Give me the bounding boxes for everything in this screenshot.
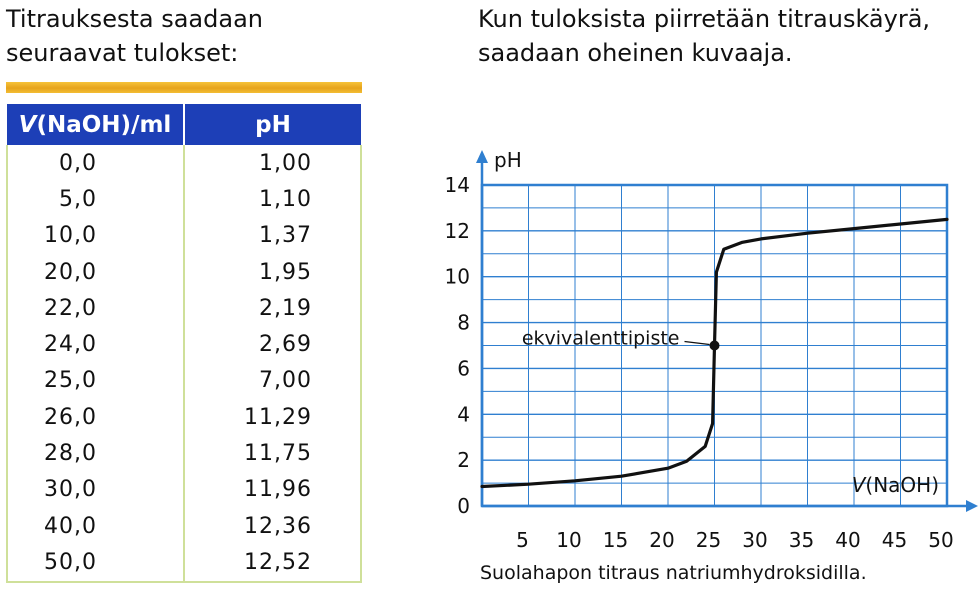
volume-cell: 20,0 xyxy=(6,253,185,291)
volume-cell: 24,0 xyxy=(6,326,185,363)
ph-cell: 1,37 xyxy=(183,217,362,254)
table-row: 24,0 2,69 xyxy=(6,326,362,363)
volume-header-unit: (NaOH)/ml xyxy=(36,111,172,138)
table-row: 40,0 12,36 xyxy=(6,507,362,545)
ph-cell: 1,95 xyxy=(183,253,362,291)
x-tick-label: 10 xyxy=(556,528,581,550)
y-tick-label: 0 xyxy=(457,494,470,518)
volume-cell: 25,0 xyxy=(6,362,185,400)
y-axis-arrow-icon xyxy=(476,150,488,163)
x-tick-label: 20 xyxy=(649,528,674,550)
ph-cell: 11,96 xyxy=(183,471,362,508)
equivalence-point-marker xyxy=(709,340,720,351)
ph-cell: 12,36 xyxy=(183,507,362,545)
volume-header-symbol: V xyxy=(18,111,37,138)
x-axis-label: V(NaOH) xyxy=(852,473,939,497)
y-axis-label: pH xyxy=(494,148,522,172)
x-tick-label: 45 xyxy=(882,528,907,550)
table-row: 30,0 11,96 xyxy=(6,471,362,508)
x-tick-label: 35 xyxy=(789,528,814,550)
volume-cell: 22,0 xyxy=(6,290,185,327)
x-tick-label: 5 xyxy=(516,528,529,550)
ph-cell: 12,52 xyxy=(183,544,362,583)
volume-cell: 30,0 xyxy=(6,471,185,508)
left-intro-text: Titrauksesta saadaan seuraavat tulokset: xyxy=(6,2,346,70)
ph-cell: 2,19 xyxy=(183,290,362,327)
volume-cell: 40,0 xyxy=(6,507,185,545)
table-row: 5,0 1,10 xyxy=(6,181,362,218)
x-tick-label: 30 xyxy=(742,528,767,550)
ph-cell: 1,10 xyxy=(183,181,362,218)
x-axis-label-unit: (NaOH) xyxy=(865,473,939,497)
right-intro-line1: Kun tuloksista piirretään titrauskäyrä, xyxy=(478,5,931,33)
y-tick-label: 14 xyxy=(445,173,470,197)
equivalence-point-label: ekvivalenttipiste xyxy=(522,328,680,350)
table-row: 0,0 1,00 xyxy=(6,145,362,182)
x-axis-label-symbol: V xyxy=(852,473,867,497)
ph-cell: 7,00 xyxy=(183,362,362,400)
table-row: 50,0 12,52 xyxy=(6,544,362,583)
volume-cell: 50,0 xyxy=(6,544,185,583)
titration-results-table: V(NaOH)/ml pH 0,0 1,00 5,0 1,10 10,0 1,37 20,0… xyxy=(6,104,362,583)
table-row: 25,0 7,00 xyxy=(6,362,362,400)
ph-column-header: pH xyxy=(184,104,361,145)
volume-column-header: V(NaOH)/ml xyxy=(7,104,185,145)
y-tick-label: 4 xyxy=(457,402,470,426)
table-body: 0,0 1,00 5,0 1,10 10,0 1,37 20,0 1,95 22,0 2,19 24… xyxy=(6,145,362,583)
table-row: 28,0 11,75 xyxy=(6,435,362,472)
table-header-row: V(NaOH)/ml pH xyxy=(7,104,361,145)
table-row: 22,0 2,19 xyxy=(6,290,362,327)
left-intro-line2: seuraavat tulokset: xyxy=(6,39,239,67)
volume-cell: 28,0 xyxy=(6,435,185,472)
x-tick-label: 25 xyxy=(696,528,721,550)
chart-tick-labels: 0 2 4 6 8 10 12 14 5 10 15 20 25 30 35 40 45 50 pH V(NaOH) xyxy=(445,148,954,550)
chart-axes xyxy=(476,150,978,512)
y-tick-label: 8 xyxy=(457,311,470,335)
volume-cell: 26,0 xyxy=(6,399,185,436)
right-intro-text: Kun tuloksista piirretään titrauskäyrä, … xyxy=(478,2,973,70)
x-axis-arrow-icon xyxy=(966,500,978,512)
ph-cell: 1,00 xyxy=(183,145,362,182)
y-tick-label: 2 xyxy=(457,448,470,472)
table-row: 20,0 1,95 xyxy=(6,253,362,291)
table-row: 10,0 1,37 xyxy=(6,217,362,254)
right-intro-line2: saadaan oheinen kuvaaja. xyxy=(478,39,793,67)
annotation-leader-line xyxy=(684,340,710,346)
chart-annotations: ekvivalenttipiste xyxy=(522,328,720,351)
x-tick-label: 40 xyxy=(835,528,860,550)
left-intro-line1: Titrauksesta saadaan xyxy=(6,5,263,33)
y-tick-label: 6 xyxy=(457,356,470,380)
volume-cell: 0,0 xyxy=(6,145,185,182)
x-tick-label: 15 xyxy=(603,528,628,550)
ph-cell: 11,75 xyxy=(183,435,362,472)
y-tick-label: 10 xyxy=(445,265,470,289)
ph-cell: 2,69 xyxy=(183,326,362,363)
volume-cell: 5,0 xyxy=(6,181,185,218)
volume-cell: 10,0 xyxy=(6,217,185,254)
x-tick-label: 50 xyxy=(928,528,953,550)
chart-caption: Suolahapon titraus natriumhydroksidilla. xyxy=(480,562,867,584)
ph-cell: 11,29 xyxy=(183,399,362,436)
decorative-highlight-bar xyxy=(6,82,362,93)
table-row: 26,0 11,29 xyxy=(6,399,362,436)
y-tick-label: 12 xyxy=(445,219,470,243)
